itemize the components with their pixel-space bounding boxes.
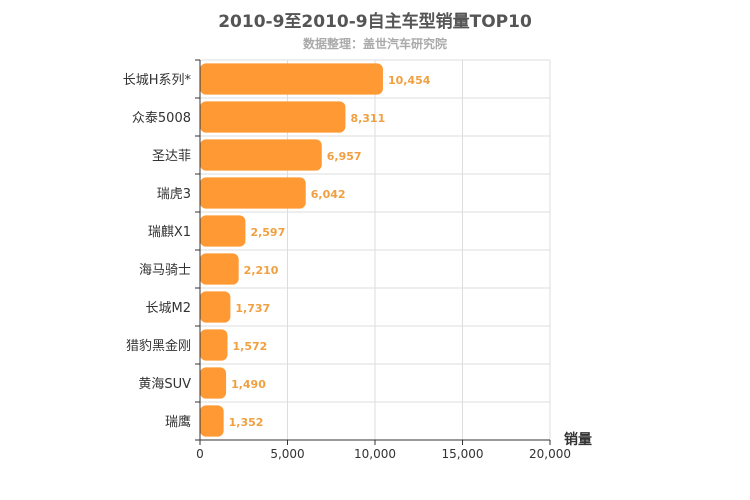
- bar: [200, 101, 346, 133]
- bar: [200, 63, 383, 95]
- y-category-label: 长城M2: [146, 301, 192, 316]
- y-category-label: 瑞虎3: [157, 187, 191, 202]
- data-label: 8,311: [350, 112, 385, 125]
- y-category-label: 黄海SUV: [138, 377, 191, 392]
- x-tick-label: 5,000: [270, 447, 304, 461]
- data-label: 6,957: [327, 150, 362, 163]
- data-label: 1,352: [229, 416, 264, 429]
- bar: [200, 253, 239, 285]
- axes: 0 5,000 10,000 15,000 20,000 长城H系列* 众泰5008 圣达菲瑞…: [123, 59, 571, 461]
- y-category-label: 众泰5008: [132, 111, 191, 126]
- bar: [200, 139, 322, 171]
- y-category-label: 瑞麒X1: [148, 224, 191, 240]
- x-tick-label: 0: [196, 447, 204, 461]
- y-category-label: 猎豹黑金刚: [126, 338, 191, 354]
- y-category-label: 海马骑士: [139, 263, 191, 278]
- x-tick-label: 15,000: [442, 447, 484, 461]
- data-label: 2,210: [244, 264, 279, 277]
- x-tick-label: 10,000: [354, 447, 396, 461]
- x-axis-title: 销量: [564, 431, 592, 448]
- data-label: 1,490: [231, 378, 266, 391]
- bar: [200, 329, 228, 361]
- data-label: 10,454: [388, 74, 431, 87]
- bar: [200, 405, 224, 437]
- data-label: 2,597: [250, 226, 285, 239]
- bar: [200, 291, 231, 323]
- data-label: 1,572: [233, 340, 268, 353]
- bar: [200, 215, 246, 247]
- y-category-label: 圣达菲: [152, 149, 191, 164]
- x-tick-label: 20,000: [529, 447, 571, 461]
- bar: [200, 367, 227, 399]
- y-category-label: 瑞鹰: [165, 414, 191, 430]
- data-label: 1,737: [235, 302, 270, 315]
- bar: [200, 177, 306, 209]
- y-category-label: 长城H系列*: [123, 73, 192, 88]
- data-label: 6,042: [311, 188, 346, 201]
- bars: 10,454 8,311 6,957 6,042 2,597 2,210 1,737 1,57…: [200, 63, 431, 437]
- chart-title: 2010-9至2010-9自主车型销量TOP10: [218, 12, 532, 32]
- chart-subtitle: 数据整理：盖世汽车研究院: [302, 37, 447, 51]
